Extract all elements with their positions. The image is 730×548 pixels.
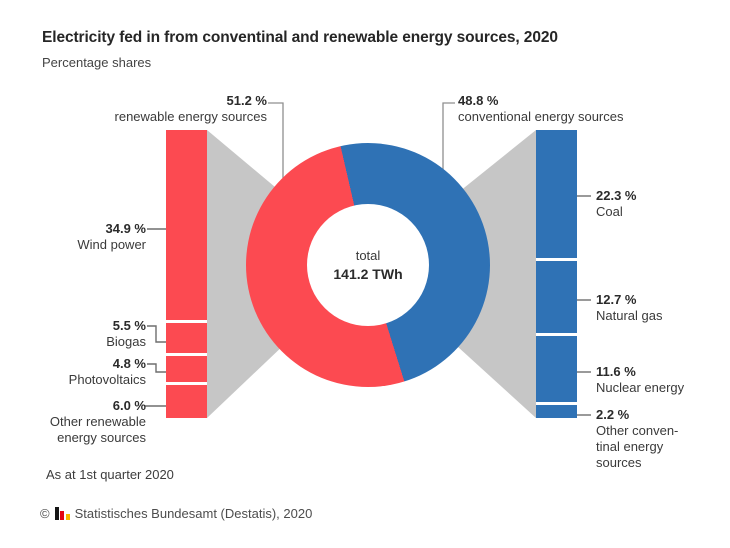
renewable-bar [166, 130, 207, 418]
renewable-leader-line [268, 102, 284, 178]
photovoltaics-pct: 4.8 % [112, 356, 146, 371]
copyright-symbol: © [40, 506, 50, 521]
nuclear-name: Nuclear energy [596, 380, 685, 395]
donut-center: total 141.2 TWh [307, 204, 429, 326]
conventional-group-pct: 48.8 % [458, 93, 499, 108]
copyright-text: Statistisches Bundesamt (Destatis), 2020 [74, 506, 313, 521]
conventional-group-name: conventional energy sources [458, 109, 624, 124]
other-conventional-pct: 2.2 % [596, 407, 630, 422]
natural-gas-pct: 12.7 % [596, 292, 637, 307]
copyright-line: © Statistisches Bundesamt (Destatis), 20… [40, 506, 312, 521]
bar-segment [166, 320, 207, 354]
other-conventional-name-1: Other conven- [596, 423, 679, 438]
conventional-leader-line [442, 102, 455, 170]
bar-segment [166, 130, 207, 321]
coal-pct: 22.3 % [596, 188, 637, 203]
conventional-group-label: 48.8 % conventional energy sources [458, 93, 678, 125]
other-renewable-name-1: Other renewable [49, 414, 146, 429]
natural-gas-label: 12.7 % Natural gas [596, 292, 724, 324]
biogas-label: 5.5 % Biogas [18, 318, 146, 350]
photovoltaics-label: 4.8 % Photovoltaics [18, 356, 146, 388]
other-conventional-name-3: sources [596, 455, 642, 470]
bar-segment [536, 402, 577, 418]
renewable-group-label: 51.2 % renewable energy sources [40, 93, 267, 125]
coal-name: Coal [596, 204, 623, 219]
chart-title: Electricity fed in from conventinal and … [42, 29, 558, 46]
footnote: As at 1st quarter 2020 [46, 467, 174, 482]
renewable-group-pct: 51.2 % [226, 93, 267, 108]
wind-label: 34.9 % Wind power [18, 221, 146, 253]
other-renewable-name-2: energy sources [57, 430, 146, 445]
bar-segment [166, 353, 207, 383]
conventional-bar [536, 130, 577, 418]
photovoltaics-name: Photovoltaics [68, 372, 146, 387]
bar-segment [536, 257, 577, 334]
chart-subtitle: Percentage shares [42, 55, 152, 70]
biogas-name: Biogas [106, 334, 146, 349]
other-conventional-name-2: tinal energy [596, 439, 664, 454]
bar-segment [536, 333, 577, 403]
photovoltaics-tick [147, 363, 166, 373]
bar-segment [536, 130, 577, 258]
donut-total-value: 141.2 TWh [333, 266, 403, 282]
biogas-tick [147, 325, 166, 343]
donut-total-label: total [355, 248, 381, 263]
coal-label: 22.3 % Coal [596, 188, 724, 220]
other-renewable-pct: 6.0 % [112, 398, 146, 413]
other-conventional-label: 2.2 % Other conven- tinal energy sources [596, 407, 724, 471]
biogas-pct: 5.5 % [112, 318, 146, 333]
natural-gas-name: Natural gas [596, 308, 663, 323]
wind-name: Wind power [77, 237, 146, 252]
nuclear-pct: 11.6 % [596, 364, 636, 379]
bar-segment [166, 382, 207, 418]
wind-pct: 34.9 % [105, 221, 146, 236]
nuclear-label: 11.6 % Nuclear energy [596, 364, 724, 396]
renewable-group-name: renewable energy sources [114, 109, 267, 124]
donut-ring: total 141.2 TWh [246, 143, 490, 387]
other-renewable-label: 6.0 % Other renewable energy sources [18, 398, 146, 446]
destatis-logo-icon [54, 507, 70, 520]
